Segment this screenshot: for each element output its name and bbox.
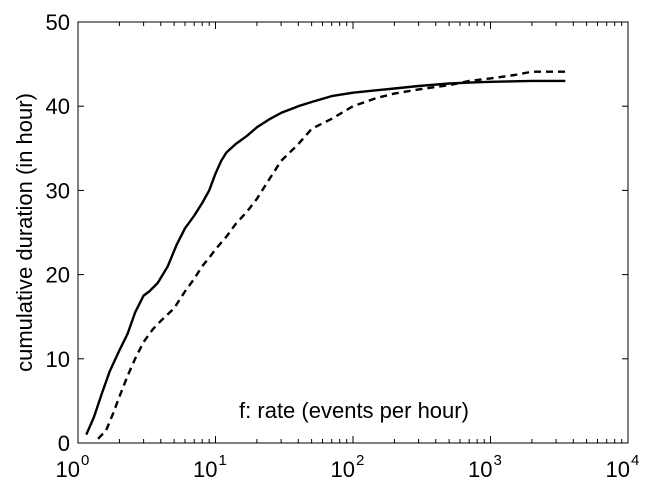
x-tick-label: 10 3: [468, 452, 502, 482]
x-tick-label-exponent: 2: [356, 452, 364, 469]
x-tick-label: 10 1: [193, 452, 227, 482]
x-tick-label-base: 10: [468, 457, 492, 482]
x-tick-label-base: 10: [193, 457, 217, 482]
x-tick-label-exponent: 1: [219, 452, 227, 469]
y-tick-label: 30: [46, 178, 70, 203]
x-tick-label: 10 2: [331, 452, 365, 482]
y-tick-label: 20: [46, 263, 70, 288]
x-tick-label: 10 4: [606, 452, 640, 482]
series-line-dashed: [97, 70, 566, 440]
y-tick-labels: 0 10 20 30 40 50: [46, 10, 70, 456]
series-group: [85, 70, 566, 440]
x-tick-label-base: 10: [606, 457, 630, 482]
plot-frame: [77, 21, 629, 444]
x-tick-label-exponent: 4: [631, 452, 639, 469]
y-tick-label: 0: [58, 431, 70, 456]
x-tick-label-base: 10: [331, 457, 355, 482]
axis-ticks: [77, 21, 629, 444]
y-axis-label: cumulative duration (in hour): [12, 93, 37, 372]
x-tick-label-base: 10: [56, 457, 80, 482]
x-tick-label: 10 0: [56, 452, 90, 482]
series-line-solid: [85, 79, 566, 436]
y-tick-label: 40: [46, 94, 70, 119]
x-tick-label-exponent: 3: [494, 452, 502, 469]
x-tick-label-exponent: 0: [81, 452, 89, 469]
y-tick-label: 10: [46, 347, 70, 372]
x-tick-labels: 10 0 10 1 10 2 10 3 10 4: [56, 452, 640, 482]
x-axis-label: f: rate (events per hour): [239, 398, 469, 423]
y-tick-label: 50: [46, 10, 70, 35]
